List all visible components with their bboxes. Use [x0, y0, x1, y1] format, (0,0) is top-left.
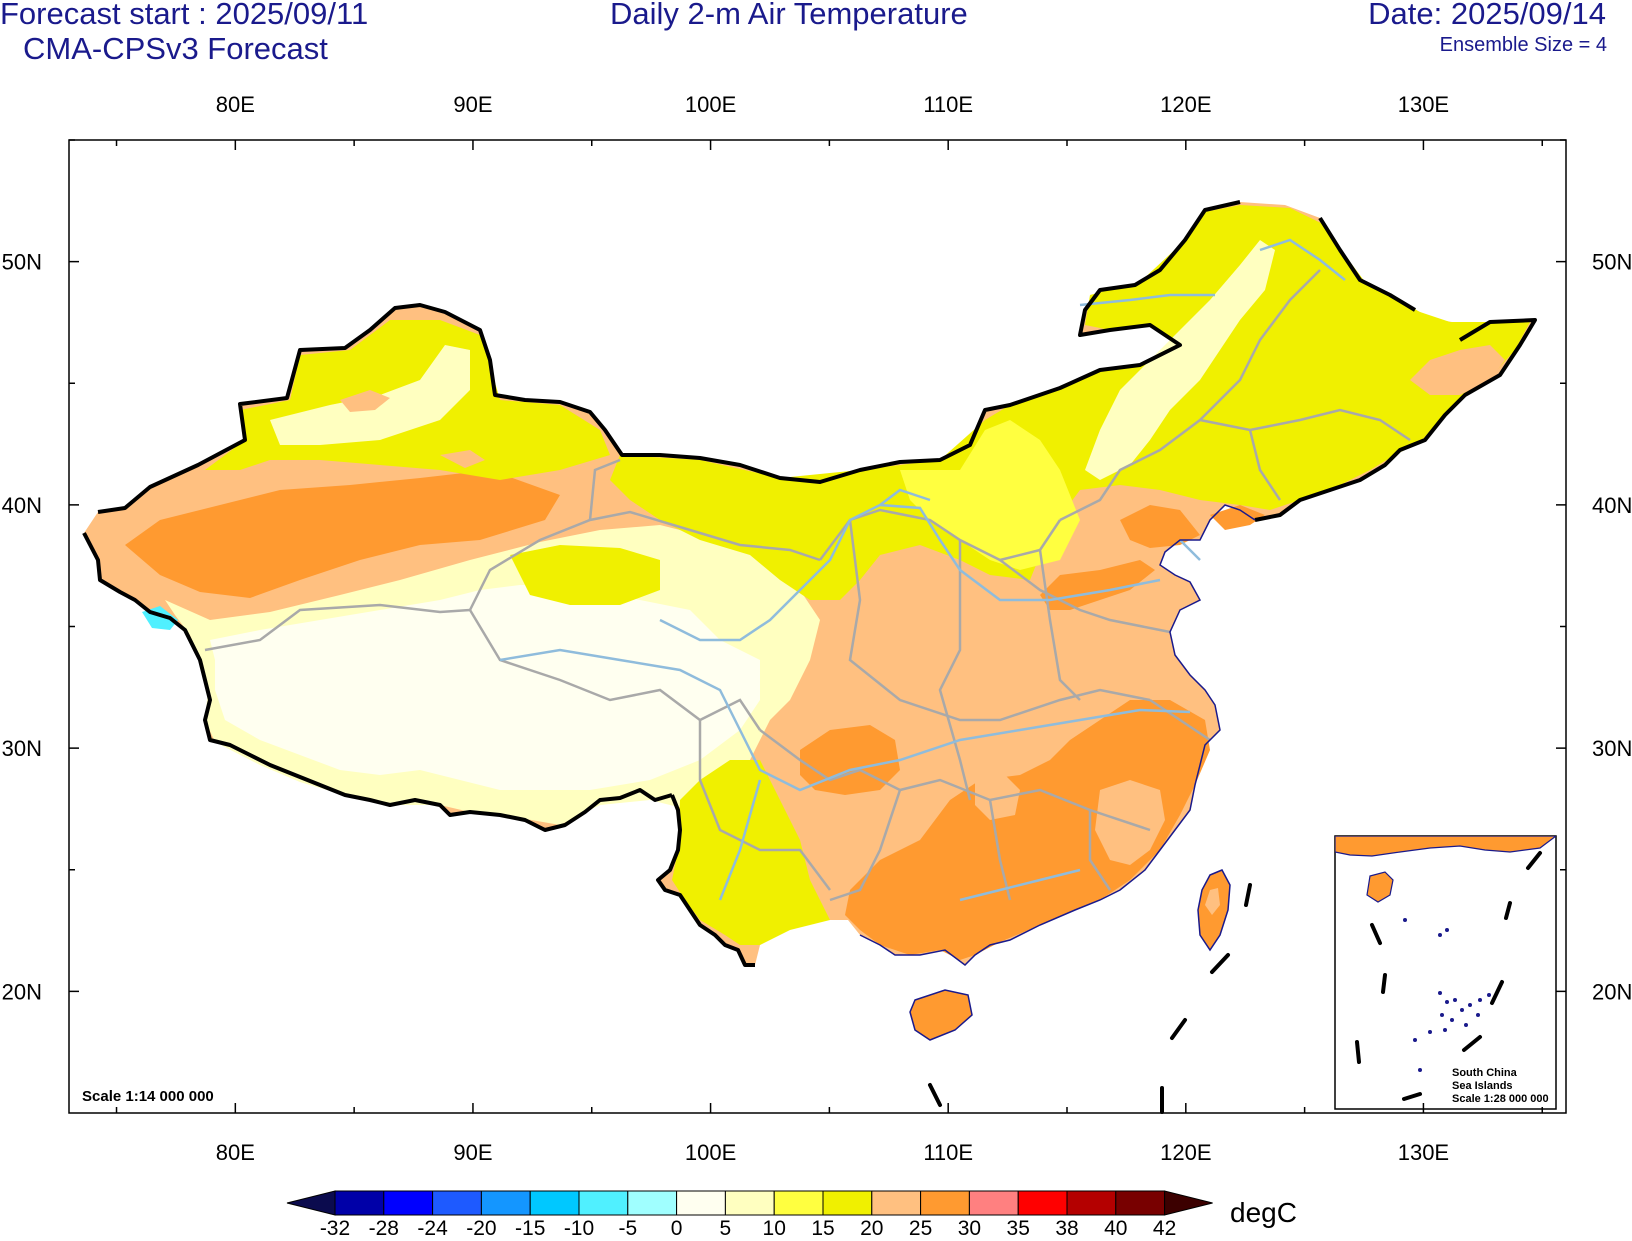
- ensemble-size-label: Ensemble Size = 4: [1439, 34, 1607, 56]
- lon-tick-label-bottom: 130E: [1398, 1140, 1449, 1165]
- lon-tick-label-top: 90E: [453, 92, 492, 117]
- inset-scale-label: Scale 1:28 000 000: [1452, 1093, 1549, 1105]
- colorbar-level-label: 30: [958, 1217, 981, 1240]
- bohai-warm-region: [1120, 505, 1200, 548]
- south-china-warm-region: [845, 700, 1210, 960]
- map-scale-label: Scale 1:14 000 000: [82, 1088, 214, 1105]
- colorbar-level-label: 35: [1007, 1217, 1030, 1240]
- colorbar-level-label: 25: [909, 1217, 932, 1240]
- tibet-very-pale-region: [210, 585, 760, 790]
- colorbar-unit-label: degC: [1230, 1197, 1297, 1228]
- lat-tick-label-left: 50N: [2, 250, 42, 275]
- map-axes: 80E 80E 90E 90E 100E 100E 110E 110E 120E 120E 130E…: [2, 92, 1632, 1165]
- lon-tick-label-bottom: 90E: [453, 1140, 492, 1165]
- colorbar: -32 -28 -24 -20 -15 -10 -5 0 5 10 15 20 25 30 35 38 40 42…: [286, 1190, 1297, 1240]
- colorbar-level-label: -28: [369, 1217, 399, 1240]
- colorbar-level-label: -24: [417, 1217, 448, 1240]
- maritime-boundary-dashes: [928, 883, 1252, 1114]
- inset-map: [1335, 836, 1556, 1101]
- lon-tick-label-top: 130E: [1398, 92, 1449, 117]
- lon-tick-label-top: 110E: [923, 92, 973, 117]
- sanjiang-warm-region: [1410, 345, 1505, 395]
- colorbar-level-label: 38: [1055, 1217, 1078, 1240]
- colorbar-level-label: -15: [515, 1217, 545, 1240]
- national-border: [82, 200, 1537, 967]
- dzungaria-pale-region: [270, 345, 470, 445]
- colorbar-swatch: [871, 1190, 922, 1216]
- lat-tick-label-left: 20N: [2, 979, 42, 1004]
- lon-tick-label-bottom: 80E: [216, 1140, 255, 1165]
- inset-frame: [1334, 835, 1557, 1110]
- lat-tick-label-left: 30N: [2, 736, 42, 761]
- lat-tick-label-left: 40N: [2, 493, 42, 518]
- north-china-yellow-region: [900, 420, 1080, 570]
- qinghai-yellow-region: [510, 545, 660, 605]
- colorbar-swatch: [822, 1190, 873, 1216]
- tarim-basin-region: [125, 470, 560, 598]
- xinjiang-warm-patch-2: [440, 450, 485, 468]
- lon-tick-label-bottom: 120E: [1160, 1140, 1211, 1165]
- colorbar-swatch: [627, 1190, 678, 1216]
- coastline: [859, 504, 1256, 966]
- colorbar-level-label: 5: [720, 1217, 732, 1240]
- lon-tick-label-bottom: 100E: [685, 1140, 736, 1165]
- colorbar-level-label: 0: [671, 1217, 683, 1240]
- colorbar-level-label: -32: [320, 1217, 350, 1240]
- forecast-start-label: Forecast start : 2025/09/11: [0, 0, 369, 31]
- taiwan-interior: [1205, 888, 1220, 915]
- inset-hainan: [1366, 871, 1394, 903]
- colorbar-swatch: [1017, 1190, 1068, 1216]
- lon-tick-label-top: 100E: [685, 92, 736, 117]
- lat-tick-label-right: 30N: [1592, 736, 1632, 761]
- colorbar-level-label: 20: [860, 1217, 883, 1240]
- inset-dashes: [1355, 851, 1542, 1101]
- colorbar-swatch: [724, 1190, 775, 1216]
- colorbar-high-triangle: [1164, 1190, 1213, 1216]
- liaoning-warm-region: [1210, 505, 1265, 530]
- colorbar-swatch: [578, 1190, 629, 1216]
- greater-khingan-pale-region: [1085, 240, 1275, 480]
- chart-title: Daily 2-m Air Temperature: [610, 0, 968, 31]
- colorbar-level-label: 10: [763, 1217, 786, 1240]
- inset-islands: [1403, 918, 1491, 1072]
- inner-mongolia-yellow-region: [610, 205, 1530, 600]
- colorbar-swatch: [920, 1190, 970, 1216]
- colorbar-swatch: [968, 1190, 1019, 1216]
- colorbar-swatch: [1115, 1190, 1166, 1216]
- colorbar-swatch: [334, 1190, 385, 1216]
- inset-mainland-coast: [1335, 836, 1556, 857]
- colorbar-swatch: [432, 1190, 482, 1216]
- colorbar-level-label: 15: [811, 1217, 834, 1240]
- xinjiang-warm-patch: [340, 390, 390, 412]
- colorbar-swatch: [529, 1190, 580, 1216]
- model-label: CMA-CPSv3 Forecast: [23, 31, 328, 66]
- colorbar-swatch: [773, 1190, 824, 1216]
- lon-tick-label-top: 120E: [1160, 92, 1211, 117]
- colorbar-level-label: -5: [618, 1217, 637, 1240]
- colorbar-swatch: [1066, 1190, 1117, 1216]
- river-lines: [499, 238, 1346, 902]
- colorbar-level-label: -20: [466, 1217, 496, 1240]
- colorbar-swatch: [383, 1190, 434, 1216]
- guangxi-pocket: [975, 770, 1020, 820]
- colorbar-swatch: [676, 1190, 726, 1216]
- temperature-shading: [125, 205, 1530, 960]
- lat-tick-label-right: 50N: [1592, 250, 1632, 275]
- colorbar-level-label: 42: [1153, 1217, 1176, 1240]
- inset-title-line2: Sea Islands: [1452, 1080, 1513, 1092]
- valid-date-label: Date: 2025/09/14: [1368, 0, 1606, 31]
- lat-tick-label-right: 20N: [1592, 979, 1632, 1004]
- colorbar-level-label: 40: [1104, 1217, 1127, 1240]
- province-boundaries: [204, 269, 1411, 902]
- inset-title-line1: South China: [1452, 1067, 1518, 1079]
- lon-tick-label-bottom: 110E: [923, 1140, 973, 1165]
- colorbar-level-label: -10: [564, 1217, 594, 1240]
- lat-tick-label-right: 40N: [1592, 493, 1632, 518]
- colorbar-low-triangle: [286, 1190, 336, 1216]
- hainan-island: [909, 989, 973, 1041]
- lon-tick-label-top: 80E: [216, 92, 255, 117]
- colorbar-swatch: [480, 1190, 531, 1216]
